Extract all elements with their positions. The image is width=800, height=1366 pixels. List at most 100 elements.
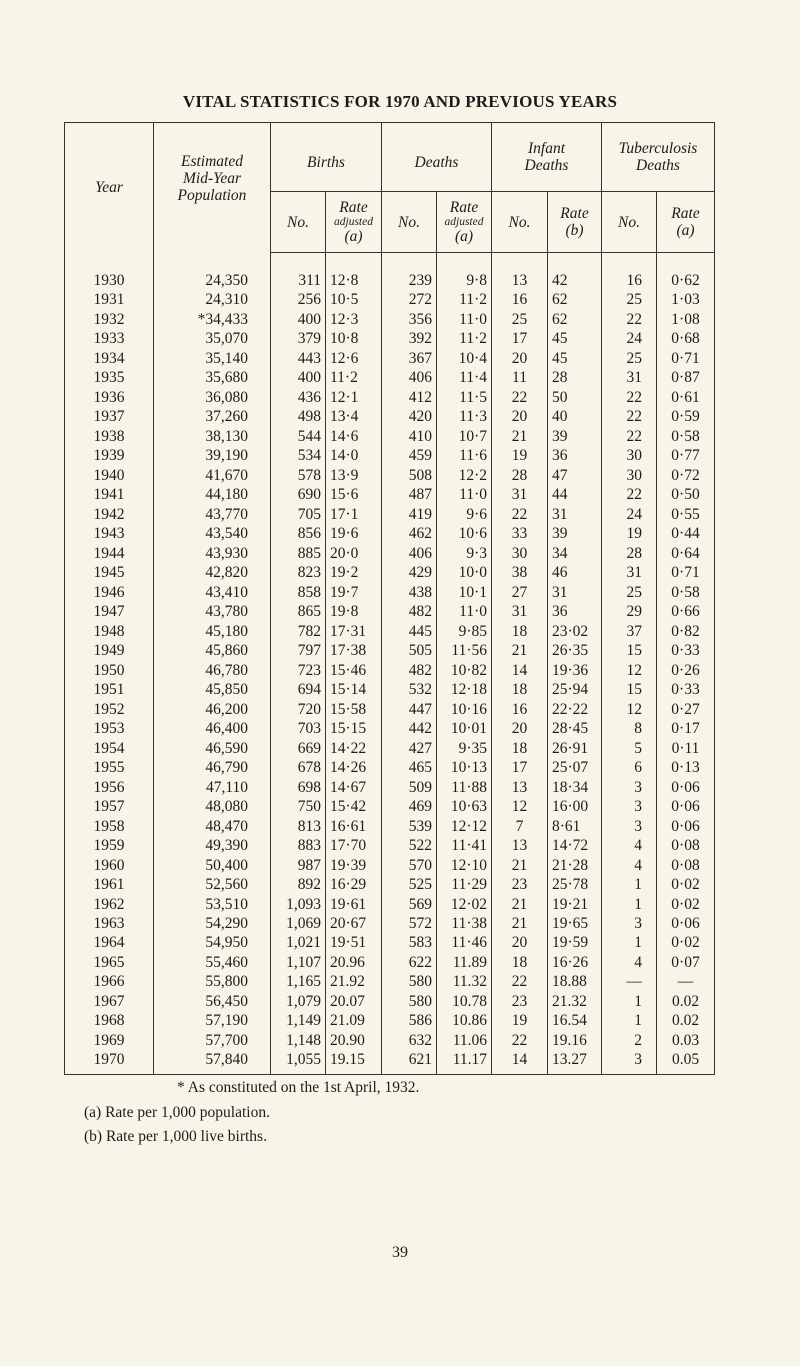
cell-year: 1948 <box>64 621 154 642</box>
table-row: 1956 47,110 698 14·67 509 11·88 13 18·34 3 0·06 <box>64 777 715 798</box>
cell-tb-deaths-no: 3 <box>601 1050 657 1075</box>
table-row: 1938 38,130 544 14·6 410 10·7 21 39 22 0·58 <box>64 426 715 447</box>
cell-population: 46,790 <box>153 758 271 778</box>
cell-births-no: 797 <box>270 641 326 661</box>
table-row: 1944 43,930 885 20·0 406 9·3 30 34 28 0·64 <box>64 543 715 564</box>
cell-year: 1944 <box>64 543 154 564</box>
cell-deaths-no: 272 <box>381 290 437 310</box>
cell-deaths-rate: 10·01 <box>436 719 492 739</box>
cell-infant-deaths-no: 22 <box>491 504 548 525</box>
cell-deaths-rate: 12·12 <box>436 816 492 837</box>
cell-tb-deaths-no: 4 <box>601 952 657 973</box>
cell-deaths-no: 508 <box>381 465 437 486</box>
cell-population: 45,180 <box>153 621 271 642</box>
cell-deaths-no: 412 <box>381 387 437 408</box>
cell-tb-deaths-rate: 0·59 <box>656 407 715 427</box>
cell-deaths-no: 465 <box>381 758 437 778</box>
cell-births-no: 892 <box>270 875 326 895</box>
cell-year: 1959 <box>64 836 154 856</box>
cell-population: 41,670 <box>153 465 271 486</box>
table-row: 1931 24,310 256 10·5 272 11·2 16 62 25 1·03 <box>64 290 715 310</box>
cell-tb-deaths-no: 1 <box>601 991 657 1012</box>
cell-infant-deaths-rate: 13.27 <box>547 1050 602 1075</box>
cell-births-no: 1,069 <box>270 913 326 934</box>
cell-tb-deaths-rate: 0·02 <box>656 933 715 953</box>
cell-tb-deaths-rate: 0·06 <box>656 816 715 837</box>
cell-deaths-no: 442 <box>381 719 437 739</box>
cell-tb-deaths-rate: 0·87 <box>656 368 715 388</box>
table-row: 1963 54,290 1,069 20·67 572 11·38 21 19·65 3 0·06 <box>64 913 715 934</box>
cell-infant-deaths-rate: 45 <box>547 329 602 349</box>
table-row: 1961 52,560 892 16·29 525 11·29 23 25·78 1 0·02 <box>64 875 715 895</box>
cell-births-rate: 20·67 <box>325 913 382 934</box>
cell-infant-deaths-rate: 45 <box>547 348 602 369</box>
cell-deaths-rate: 10.78 <box>436 991 492 1012</box>
table-row: 1945 42,820 823 19·2 429 10·0 38 46 31 0·71 <box>64 563 715 583</box>
cell-infant-deaths-no: 16 <box>491 699 548 720</box>
cell-deaths-rate: 11·4 <box>436 368 492 388</box>
cell-tb-deaths-no: 37 <box>601 621 657 642</box>
cell-deaths-no: 392 <box>381 329 437 349</box>
cell-population: 55,460 <box>153 952 271 973</box>
cell-tb-deaths-rate: 0·77 <box>656 446 715 466</box>
cell-infant-deaths-no: 16 <box>491 290 548 310</box>
cell-population: 57,190 <box>153 1011 271 1031</box>
cell-infant-deaths-rate: 21·28 <box>547 855 602 876</box>
cell-births-rate: 11·2 <box>325 368 382 388</box>
cell-tb-deaths-no: 3 <box>601 913 657 934</box>
cell-population: 35,070 <box>153 329 271 349</box>
cell-tb-deaths-rate: 1·03 <box>656 290 715 310</box>
cell-year: 1950 <box>64 660 154 681</box>
cell-tb-deaths-no: 25 <box>601 348 657 369</box>
cell-deaths-rate: 10·7 <box>436 426 492 447</box>
cell-tb-deaths-no: 1 <box>601 875 657 895</box>
cell-year: 1966 <box>64 972 154 992</box>
cell-deaths-rate: 10·1 <box>436 582 492 603</box>
cell-infant-deaths-no: 14 <box>491 1050 548 1075</box>
cell-deaths-no: 632 <box>381 1030 437 1051</box>
cell-deaths-rate: 10·82 <box>436 660 492 681</box>
cell-infant-deaths-rate: 18·34 <box>547 777 602 798</box>
page-title: VITAL STATISTICS FOR 1970 AND PREVIOUS Y… <box>182 92 618 111</box>
cell-infant-deaths-no: 11 <box>491 368 548 388</box>
cell-deaths-no: 406 <box>381 543 437 564</box>
cell-deaths-rate: 11·56 <box>436 641 492 661</box>
cell-year: 1934 <box>64 348 154 369</box>
cell-year: 1938 <box>64 426 154 447</box>
cell-population: 57,840 <box>153 1050 271 1075</box>
cell-year: 1963 <box>64 913 154 934</box>
cell-deaths-rate: 12·02 <box>436 894 492 914</box>
cell-births-rate: 14·22 <box>325 738 382 759</box>
cell-births-no: 1,148 <box>270 1030 326 1051</box>
cell-year: 1942 <box>64 504 154 525</box>
cell-tb-deaths-rate: 0·02 <box>656 875 715 895</box>
cell-tb-deaths-rate: 0·27 <box>656 699 715 720</box>
cell-infant-deaths-no: 21 <box>491 894 548 914</box>
table-row: 1959 49,390 883 17·70 522 11·41 13 14·72 4 0·08 <box>64 836 715 856</box>
cell-infant-deaths-no: 38 <box>491 563 548 583</box>
cell-tb-deaths-no: 2 <box>601 1030 657 1051</box>
cell-tb-deaths-rate: 0·68 <box>656 329 715 349</box>
cell-births-rate: 14·6 <box>325 426 382 447</box>
cell-deaths-no: 621 <box>381 1050 437 1075</box>
cell-births-rate: 12·3 <box>325 309 382 330</box>
cell-year: 1960 <box>64 855 154 876</box>
cell-deaths-no: 580 <box>381 991 437 1012</box>
cell-deaths-rate: 10.86 <box>436 1011 492 1031</box>
table-row: 1940 41,670 578 13·9 508 12·2 28 47 30 0·72 <box>64 465 715 486</box>
cell-deaths-rate: 10·13 <box>436 758 492 778</box>
cell-tb-deaths-rate: 0·08 <box>656 836 715 856</box>
cell-infant-deaths-no: 20 <box>491 719 548 739</box>
cell-infant-deaths-no: 18 <box>491 952 548 973</box>
cell-deaths-no: 586 <box>381 1011 437 1031</box>
cell-year: 1931 <box>64 290 154 310</box>
cell-births-rate: 19·51 <box>325 933 382 953</box>
table-row: 1937 37,260 498 13·4 420 11·3 20 40 22 0·59 <box>64 407 715 427</box>
cell-births-rate: 15·15 <box>325 719 382 739</box>
cell-tb-deaths-rate: 1·08 <box>656 309 715 330</box>
cell-deaths-rate: 11·3 <box>436 407 492 427</box>
cell-population: 39,190 <box>153 446 271 466</box>
cell-year: 1933 <box>64 329 154 349</box>
cell-births-rate: 15·46 <box>325 660 382 681</box>
cell-deaths-rate: 10·4 <box>436 348 492 369</box>
